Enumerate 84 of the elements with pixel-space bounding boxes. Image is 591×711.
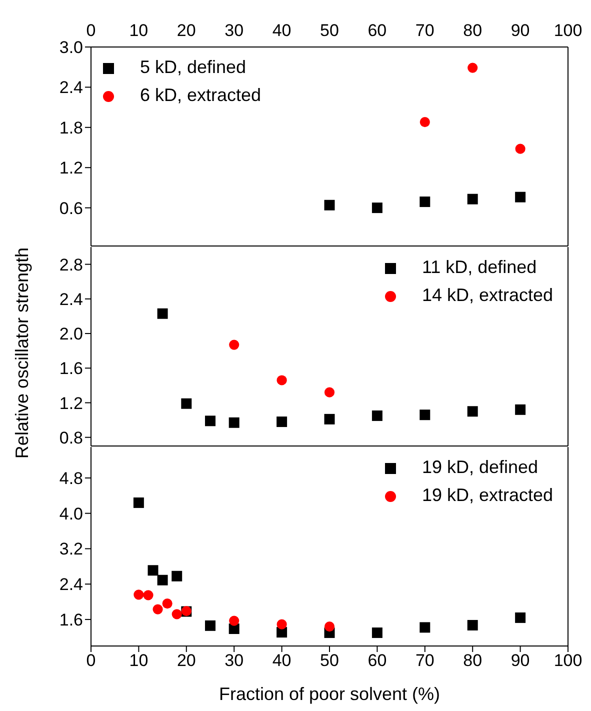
point [134,590,144,600]
point [172,570,182,582]
y-tick-label: 2.0 [59,324,83,344]
y-tick-label: 1.2 [59,394,83,413]
x2-tick-label: 0 [86,21,96,40]
legend-label: 6 kD, extracted [140,85,262,105]
y-tick-label: 0.6 [59,198,83,218]
x-tick-label: 50 [320,651,339,670]
point [515,404,526,415]
x-tick-label: 10 [129,651,148,670]
legend-label: 19 kD, extracted [422,485,553,505]
point [276,416,288,428]
x-tick-label: 0 [86,651,96,670]
point [324,200,335,210]
x-tick-label: 60 [368,651,387,670]
point [143,590,154,600]
point [324,622,335,632]
point [467,620,478,630]
x2-tick-label: 30 [224,21,245,41]
point [420,196,430,208]
legend-label: 19 kD, defined [422,457,538,477]
point [420,117,430,128]
x2-tick-label: 40 [271,21,292,41]
y-tick-label: 1.6 [59,610,83,630]
point [152,604,163,614]
x-tick-label: 30 [224,651,244,670]
x2-tick-label: 50 [319,21,340,41]
point [420,622,430,633]
point [205,620,216,631]
point [229,340,240,350]
point [181,398,192,409]
point [133,497,144,508]
y-tick-label: 2.4 [59,290,83,309]
point [276,375,287,386]
x-tick-label: 40 [272,651,292,670]
point [515,612,526,623]
x-tick-label: 80 [463,651,482,670]
y-tick-label: 1.2 [59,158,83,178]
point [467,194,478,204]
point [157,308,168,319]
y-tick-label: 4.0 [59,504,83,524]
y-tick-label: 2.4 [59,78,83,98]
point [276,619,287,630]
x2-tick-label: 100 [552,21,584,41]
point [372,627,382,638]
y-tick-label: 1.8 [59,118,83,138]
point [324,387,335,398]
point [157,574,168,586]
x2-tick-label: 70 [414,21,436,41]
point [515,192,526,202]
x-tick-label: 20 [176,651,196,670]
point [372,202,382,214]
point [467,406,478,417]
x2-tick-label: 10 [128,21,150,41]
x-tick-label: 70 [415,651,434,670]
y-tick-label: 0.8 [59,428,83,448]
y-tick-label: 2.4 [59,575,83,594]
x-tick-label: 90 [510,651,530,670]
y-axis-title: Relative oscillator strength [11,246,33,461]
y-tick-label: 3.0 [59,38,83,58]
x2-tick-label: 20 [176,21,197,41]
point [228,417,240,428]
x-axis-title: Fraction of poor solvent (%) [218,684,440,704]
point [420,410,430,420]
point [172,609,182,620]
point [229,616,240,626]
y-tick-label: 2.8 [59,255,83,274]
y-tick-label: 3.2 [59,540,83,559]
x2-tick-label: 60 [366,21,388,41]
point [324,414,335,424]
y-tick-label: 1.6 [59,359,83,378]
x2-tick-label: 80 [462,21,484,41]
point [468,62,478,73]
x2-tick-label: 90 [510,21,531,41]
legend-label: 14 kD, extracted [422,285,553,305]
legend-label: 5 kD, defined [140,57,246,77]
legend-label: 11 kD, defined [422,257,537,277]
point [148,565,158,576]
y-tick-label: 4.8 [59,468,83,488]
point [515,144,526,154]
point [372,410,382,421]
x-tick-label: 100 [554,651,582,670]
point [205,416,216,426]
point [162,598,172,609]
